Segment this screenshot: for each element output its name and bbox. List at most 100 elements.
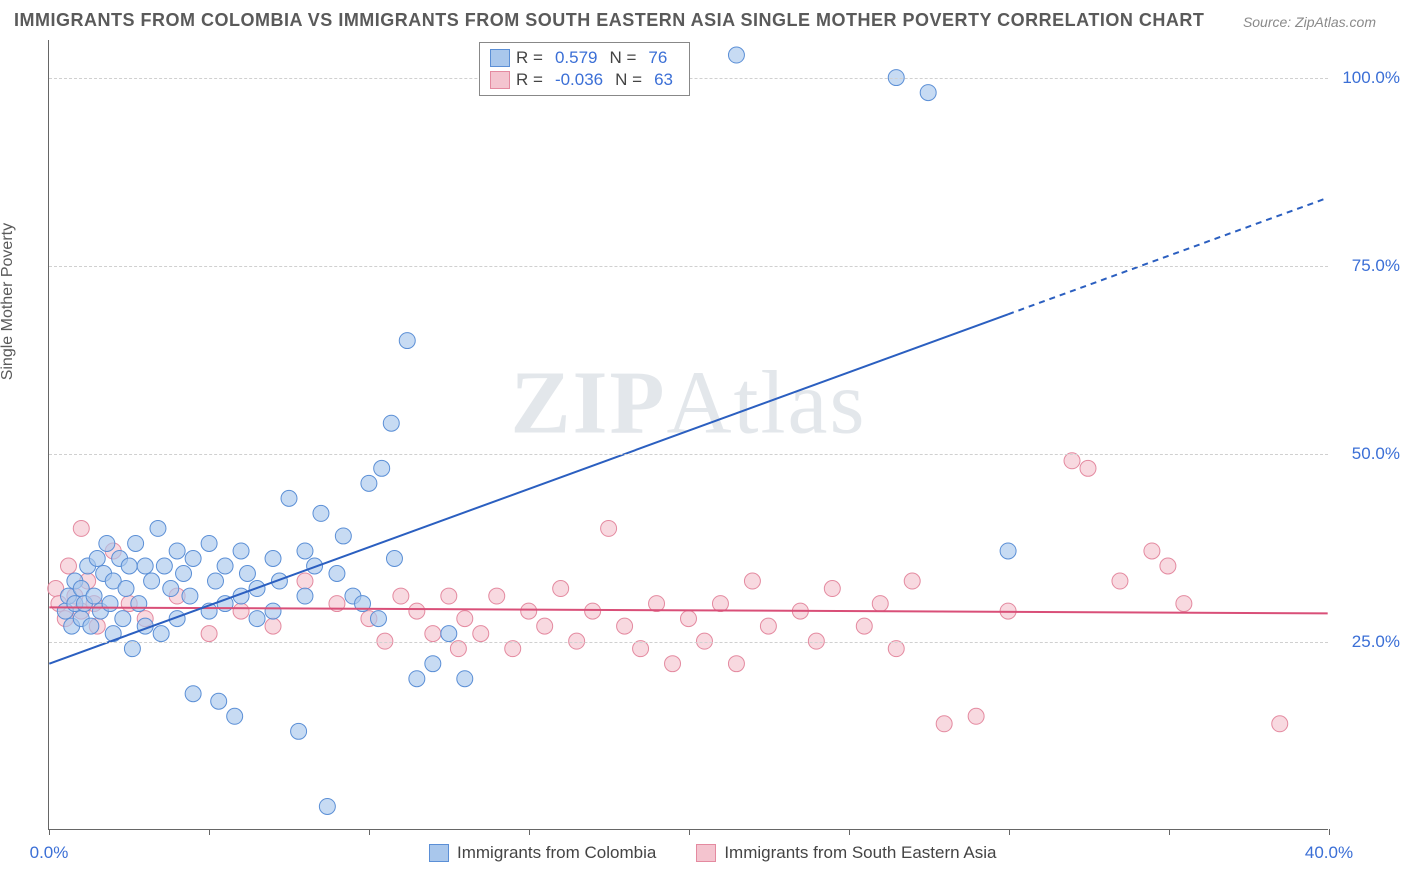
x-tick — [849, 829, 850, 835]
scatter-point-sea — [60, 558, 76, 574]
scatter-point-colombia — [185, 550, 201, 566]
gridline — [49, 454, 1328, 455]
scatter-point-sea — [968, 708, 984, 724]
scatter-point-colombia — [409, 671, 425, 687]
scatter-point-colombia — [185, 686, 201, 702]
source-label: Source: — [1243, 14, 1291, 30]
scatter-point-sea — [553, 581, 569, 597]
r-value-sea: -0.036 — [555, 69, 603, 91]
scatter-point-colombia — [128, 535, 144, 551]
scatter-point-sea — [1080, 460, 1096, 476]
scatter-point-colombia — [83, 618, 99, 634]
scatter-point-sea — [872, 596, 888, 612]
scatter-point-sea — [585, 603, 601, 619]
scatter-point-sea — [1064, 453, 1080, 469]
y-tick-label: 50.0% — [1352, 444, 1400, 464]
scatter-point-sea — [633, 641, 649, 657]
scatter-point-sea — [489, 588, 505, 604]
scatter-point-colombia — [211, 693, 227, 709]
scatter-point-colombia — [265, 603, 281, 619]
gridline — [49, 266, 1328, 267]
n-label: N = — [615, 69, 642, 91]
trendline-dashed-colombia — [1008, 198, 1328, 314]
scatter-point-colombia — [115, 611, 131, 627]
n-value-sea: 63 — [654, 69, 673, 91]
scatter-point-sea — [537, 618, 553, 634]
scatter-point-colombia — [291, 723, 307, 739]
legend-item-colombia: Immigrants from Colombia — [429, 843, 656, 863]
scatter-point-sea — [457, 611, 473, 627]
swatch-sea — [696, 844, 716, 862]
scatter-point-sea — [936, 716, 952, 732]
scatter-point-colombia — [102, 596, 118, 612]
scatter-point-colombia — [329, 566, 345, 582]
x-tick — [369, 829, 370, 835]
legend-item-sea: Immigrants from South Eastern Asia — [696, 843, 996, 863]
scatter-point-colombia — [361, 475, 377, 491]
swatch-colombia — [429, 844, 449, 862]
swatch-colombia — [490, 49, 510, 67]
scatter-point-sea — [450, 641, 466, 657]
scatter-point-colombia — [399, 333, 415, 349]
x-tick — [1169, 829, 1170, 835]
scatter-point-colombia — [386, 550, 402, 566]
scatter-point-colombia — [313, 505, 329, 521]
scatter-point-colombia — [208, 573, 224, 589]
scatter-point-colombia — [118, 581, 134, 597]
scatter-point-sea — [473, 626, 489, 642]
swatch-sea — [490, 71, 510, 89]
scatter-point-colombia — [374, 460, 390, 476]
legend-label-sea: Immigrants from South Eastern Asia — [724, 843, 996, 863]
scatter-point-sea — [888, 641, 904, 657]
scatter-point-sea — [856, 618, 872, 634]
scatter-point-sea — [728, 656, 744, 672]
scatter-point-sea — [1272, 716, 1288, 732]
n-value-colombia: 76 — [648, 47, 667, 69]
n-label: N = — [609, 47, 636, 69]
source-attribution: Source: ZipAtlas.com — [1243, 14, 1376, 30]
plot-area: ZIPAtlas R = 0.579 N = 76 R = -0.036 N =… — [48, 40, 1328, 830]
scatter-point-colombia — [150, 520, 166, 536]
x-tick — [209, 829, 210, 835]
scatter-point-sea — [393, 588, 409, 604]
r-value-colombia: 0.579 — [555, 47, 598, 69]
scatter-point-sea — [201, 626, 217, 642]
plot-svg — [49, 40, 1328, 829]
x-tick — [1009, 829, 1010, 835]
scatter-point-colombia — [265, 550, 281, 566]
scatter-point-sea — [1112, 573, 1128, 589]
scatter-point-sea — [681, 611, 697, 627]
scatter-point-colombia — [249, 611, 265, 627]
r-label: R = — [516, 69, 543, 91]
scatter-point-sea — [760, 618, 776, 634]
legend-stats-box: R = 0.579 N = 76 R = -0.036 N = 63 — [479, 42, 690, 96]
scatter-point-colombia — [153, 626, 169, 642]
legend-series: Immigrants from Colombia Immigrants from… — [429, 843, 996, 863]
scatter-point-colombia — [1000, 543, 1016, 559]
scatter-point-colombia — [99, 535, 115, 551]
scatter-point-sea — [505, 641, 521, 657]
x-tick — [529, 829, 530, 835]
r-label: R = — [516, 47, 543, 69]
x-tick — [689, 829, 690, 835]
scatter-point-colombia — [728, 47, 744, 63]
scatter-point-colombia — [319, 798, 335, 814]
scatter-point-sea — [425, 626, 441, 642]
y-tick-label: 75.0% — [1352, 256, 1400, 276]
scatter-point-sea — [73, 520, 89, 536]
scatter-point-sea — [904, 573, 920, 589]
scatter-point-colombia — [920, 85, 936, 101]
legend-label-colombia: Immigrants from Colombia — [457, 843, 656, 863]
scatter-point-colombia — [163, 581, 179, 597]
scatter-point-sea — [441, 588, 457, 604]
y-tick-label: 25.0% — [1352, 632, 1400, 652]
legend-stats-row-colombia: R = 0.579 N = 76 — [490, 47, 679, 69]
scatter-point-colombia — [182, 588, 198, 604]
x-tick — [1329, 829, 1330, 835]
scatter-point-sea — [712, 596, 728, 612]
scatter-point-colombia — [121, 558, 137, 574]
scatter-point-colombia — [137, 558, 153, 574]
scatter-point-colombia — [239, 566, 255, 582]
scatter-point-sea — [233, 603, 249, 619]
gridline — [49, 642, 1328, 643]
